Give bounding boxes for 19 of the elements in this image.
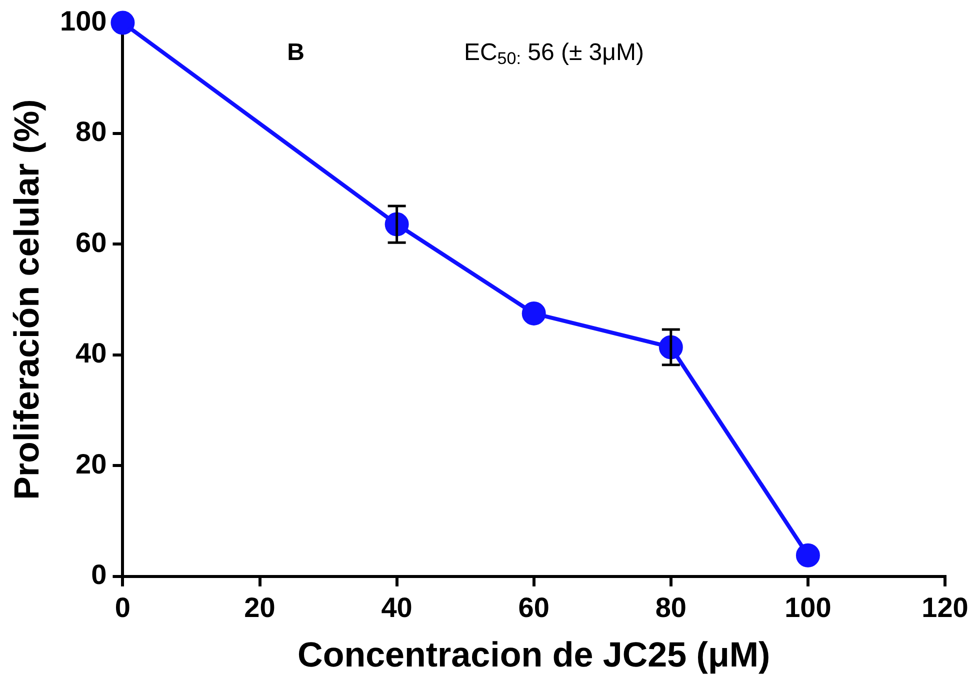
x-tick-label: 120 bbox=[922, 592, 968, 623]
y-tick-label: 60 bbox=[76, 226, 107, 258]
y-axis-title: Proliferación celular (%) bbox=[8, 99, 47, 500]
y-tick-label: 80 bbox=[76, 116, 107, 148]
y-tick-label: 40 bbox=[76, 338, 107, 369]
y-tick-label: 20 bbox=[76, 448, 107, 480]
point bbox=[796, 543, 820, 568]
y-tick-label: 100 bbox=[60, 6, 107, 37]
x-tick-label: 20 bbox=[244, 592, 276, 623]
x-tick-label: 40 bbox=[381, 592, 412, 623]
point bbox=[522, 301, 546, 326]
x-tick-label: 100 bbox=[784, 592, 832, 623]
x-tick-label: 60 bbox=[518, 592, 550, 623]
annotation: B bbox=[287, 38, 305, 66]
x-tick-label: 0 bbox=[114, 592, 131, 623]
y-tick-label: 0 bbox=[91, 559, 107, 590]
point bbox=[110, 10, 135, 35]
x-axis-title: Concentracion de JC25 (μM) bbox=[298, 636, 770, 675]
x-tick-label: 80 bbox=[655, 592, 686, 623]
